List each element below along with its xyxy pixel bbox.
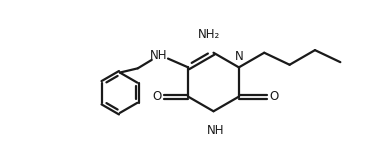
Text: N: N <box>234 51 243 63</box>
Text: NH: NH <box>206 124 224 137</box>
Text: NH₂: NH₂ <box>197 28 220 41</box>
Text: O: O <box>269 90 278 103</box>
Text: O: O <box>152 90 161 103</box>
Text: NH: NH <box>150 50 168 62</box>
